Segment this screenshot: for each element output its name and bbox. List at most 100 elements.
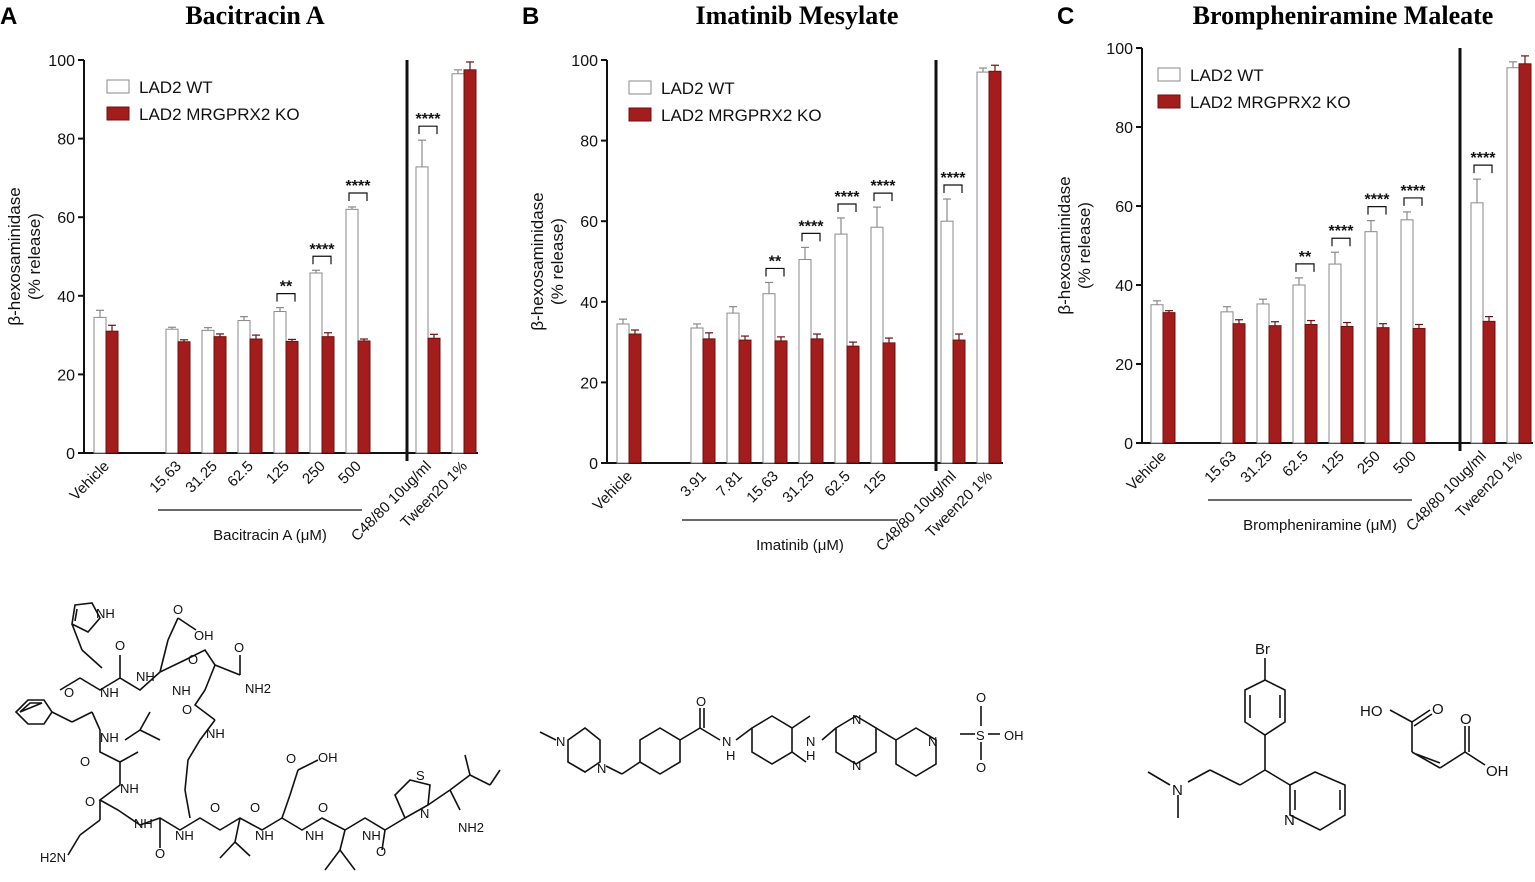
y-tick-label: 100 xyxy=(48,53,75,70)
bar-ko xyxy=(1340,325,1354,444)
significance-label: **** xyxy=(1401,183,1427,200)
y-tick-label: 40 xyxy=(580,295,598,312)
structure-bacitracin-labels: NH OH O O O NH NH NH2 O O NH NH O NH NH … xyxy=(40,602,484,865)
bar-wt xyxy=(798,258,812,464)
atom-label: NH xyxy=(305,828,324,843)
atom-label: NH xyxy=(134,816,153,831)
atom-label: NH xyxy=(120,781,139,796)
atom-label: NH xyxy=(96,606,115,621)
x-tick-label: 31.25 xyxy=(1237,448,1276,487)
x-tick-label: 31.25 xyxy=(182,458,221,497)
legend-swatch-ko xyxy=(1157,94,1181,109)
legend-swatch-wt xyxy=(106,79,130,94)
x-tick-label: 62.5 xyxy=(224,458,257,491)
x-tick-label: 250 xyxy=(1354,448,1384,478)
atom-label: N xyxy=(852,712,861,727)
y-tick-label: 80 xyxy=(580,134,598,151)
y-axis-label: (% release) xyxy=(25,213,44,300)
bar-wt xyxy=(762,293,776,464)
x-tick-label: 15.63 xyxy=(146,458,185,497)
legend-swatch-wt xyxy=(1157,67,1181,82)
bar-wt xyxy=(201,329,215,454)
atom-label: N xyxy=(556,734,565,749)
atom-label: Br xyxy=(1255,641,1270,658)
atom-label: NH xyxy=(100,685,119,700)
y-tick-label: 40 xyxy=(57,289,75,306)
atom-label: NH xyxy=(100,730,119,745)
atom-label: N xyxy=(928,734,937,749)
atom-label: O xyxy=(318,800,328,815)
atom-label: O xyxy=(234,640,244,655)
y-tick-label: 80 xyxy=(57,132,75,149)
atom-label: O xyxy=(188,652,198,667)
atom-label: NH2 xyxy=(458,820,484,835)
x-tick-label: 62.5 xyxy=(1279,448,1312,481)
atom-label: O xyxy=(976,760,986,775)
significance-bracket xyxy=(765,267,785,277)
bar-wt xyxy=(309,272,323,454)
significance-bracket xyxy=(1331,237,1351,247)
bar-ko xyxy=(1482,320,1496,444)
significance-label: **** xyxy=(1329,223,1355,240)
bar-ko xyxy=(738,339,752,464)
bar-ko xyxy=(1412,327,1426,444)
bar-wt xyxy=(345,208,359,454)
structure-brompheniramine xyxy=(1147,658,1486,831)
significance-bracket xyxy=(276,292,296,302)
bar-wt xyxy=(1364,231,1378,444)
significance-label: **** xyxy=(1365,192,1391,209)
bar-wt xyxy=(690,327,704,464)
chart-imatinib: 0 20 40 60 80 100 β-hexosaminidase (% release) V… xyxy=(528,53,1003,555)
x-tick-label: 125 xyxy=(263,458,293,488)
bar-ko xyxy=(177,341,191,454)
bar-ko xyxy=(628,333,642,464)
bar-ko xyxy=(988,70,1002,464)
bar-wt xyxy=(976,71,990,464)
bar-ko xyxy=(702,338,716,464)
bar-ko xyxy=(952,339,966,464)
bar-wt xyxy=(273,311,287,454)
significance-bracket xyxy=(837,203,857,212)
group-label: Brompheniramine (μM) xyxy=(1243,517,1397,534)
y-tick-label: 20 xyxy=(1115,357,1133,374)
y-tick-label: 0 xyxy=(66,446,75,463)
significance-bracket xyxy=(312,255,332,265)
bar-ko xyxy=(846,345,860,464)
atom-label: S xyxy=(976,728,985,743)
y-tick-label: 40 xyxy=(1115,278,1133,295)
chart-brompheniramine: 0 20 40 60 80 100 β-hexosaminidase (% release) V… xyxy=(1055,41,1533,535)
atom-label: O xyxy=(210,800,220,815)
x-tick-label: Vehicle xyxy=(1124,448,1170,494)
significance-bracket xyxy=(1403,197,1423,206)
atom-label: N xyxy=(420,806,429,821)
bar-ko xyxy=(882,342,896,464)
bar-wt xyxy=(1256,303,1270,444)
panel-title-b: Imatinib Mesylate xyxy=(696,1,899,30)
bar-ko xyxy=(249,338,263,454)
significance-label: ** xyxy=(280,279,293,296)
atom-label: OH xyxy=(1486,763,1509,780)
legend-swatch-ko xyxy=(628,107,652,122)
structure-imatinib xyxy=(539,706,982,777)
y-axis-label: (% release) xyxy=(1075,202,1094,289)
legend-swatch-wt xyxy=(628,80,652,95)
bar-ko xyxy=(774,340,788,464)
panel-letter-a: A xyxy=(0,3,17,30)
bar-ko xyxy=(810,338,824,464)
atom-label: N xyxy=(852,758,861,773)
x-tick-label: 125 xyxy=(860,468,890,498)
structure-bacitracin xyxy=(14,602,501,871)
group-label: Imatinib (μM) xyxy=(756,537,844,554)
atom-label: O xyxy=(80,754,90,769)
significance-bracket xyxy=(873,192,893,202)
legend-label-wt: LAD2 WT xyxy=(661,79,735,98)
bar-wt xyxy=(616,323,630,464)
x-tick-label: 125 xyxy=(1318,448,1348,478)
significance-bracket xyxy=(1295,263,1315,272)
bar-ko xyxy=(1232,323,1246,444)
atom-label: O xyxy=(85,794,95,809)
bar-ko xyxy=(213,336,227,454)
significance-label: ** xyxy=(769,253,782,270)
atom-label: O xyxy=(64,685,74,700)
